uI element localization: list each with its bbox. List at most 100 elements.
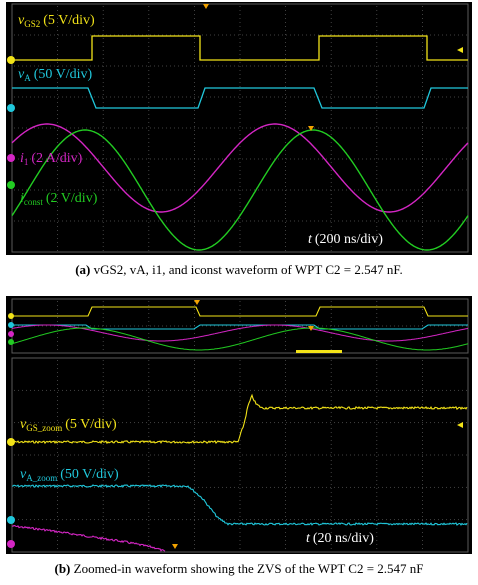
grid-dot <box>90 127 91 129</box>
grid-dot <box>285 166 286 167</box>
grid-dot <box>194 368 195 369</box>
grid-dot <box>190 189 191 191</box>
grid-dot <box>394 325 395 327</box>
grid-dot <box>326 34 327 36</box>
grid-dot <box>314 189 315 191</box>
grid-dot <box>234 486 235 488</box>
grid-dot <box>362 519 363 521</box>
grid-dot <box>194 456 195 457</box>
grid-dot <box>376 396 378 397</box>
grid-dot <box>285 468 286 469</box>
grid-dot <box>194 364 195 365</box>
grid-dot <box>285 496 286 497</box>
grid-dot <box>239 380 241 381</box>
grid-dot <box>182 127 183 129</box>
grid-dot <box>394 189 395 191</box>
grid-dot <box>370 325 371 327</box>
grid-dot <box>118 158 119 160</box>
grid-dot <box>50 220 51 222</box>
grid-dot <box>57 309 58 310</box>
grid-dot <box>238 325 239 327</box>
grid-dot <box>148 468 150 469</box>
grid-dot <box>22 65 23 67</box>
grid-dot <box>57 150 58 151</box>
grid-dot <box>310 486 311 488</box>
grid-dot <box>330 198 332 199</box>
grid-dot <box>422 126 423 127</box>
grid-dot <box>57 66 58 67</box>
grid-dot <box>102 54 104 55</box>
grid-dot <box>210 220 211 222</box>
grid-dot <box>58 127 59 129</box>
grid-dot <box>350 96 351 98</box>
grid-dot <box>218 34 219 36</box>
grid-dot <box>239 384 241 385</box>
grid-dot <box>285 337 286 338</box>
grid-dot <box>194 388 195 389</box>
grid-dot <box>134 65 135 67</box>
grid-dot <box>274 189 275 191</box>
grid-dot <box>102 190 104 191</box>
grid-dot <box>430 325 431 327</box>
grid-dot <box>376 392 378 393</box>
grid-dot <box>285 234 286 235</box>
grid-dot <box>57 301 58 302</box>
grid-dot <box>362 158 363 160</box>
grid-dot <box>262 389 263 391</box>
grid-dot <box>239 62 241 63</box>
grid-dot <box>330 127 331 129</box>
grid-dot <box>114 486 115 488</box>
grid-dot <box>214 389 215 391</box>
grid-dot <box>190 389 191 391</box>
grid-dot <box>118 486 119 488</box>
grid-dot <box>390 486 391 488</box>
grid-dot <box>46 486 47 488</box>
grid-dot <box>206 220 207 222</box>
overview-ch3-marker <box>8 331 14 337</box>
grid-dot <box>282 220 283 222</box>
grid-dot <box>186 96 187 98</box>
grid-dot <box>202 389 203 391</box>
grid-dot <box>57 182 58 183</box>
grid-dot <box>22 454 23 456</box>
grid-dot <box>194 396 195 397</box>
grid-dot <box>130 34 131 36</box>
grid-dot <box>230 127 231 129</box>
grid-dot <box>422 142 423 143</box>
grid-dot <box>422 468 423 469</box>
grid-dot <box>194 408 195 409</box>
grid-dot <box>390 454 391 456</box>
grid-dot <box>394 422 395 424</box>
grid-dot <box>86 96 87 98</box>
grid-dot <box>239 166 241 167</box>
grid-dot <box>278 127 279 129</box>
grid-dot <box>190 158 191 160</box>
grid-dot <box>358 65 359 67</box>
grid-dot <box>70 422 71 424</box>
grid-dot <box>422 524 423 525</box>
grid-dot <box>346 65 347 67</box>
grid-dot <box>374 454 375 456</box>
grid-dot <box>394 158 395 160</box>
grid-dot <box>446 96 447 98</box>
grid-dot <box>422 321 423 322</box>
grid-dot <box>414 189 415 191</box>
grid-dot <box>194 540 195 541</box>
grid-dot <box>422 422 423 424</box>
grid-dot <box>98 519 99 521</box>
grid-dot <box>422 150 423 151</box>
grid-dot <box>239 102 241 103</box>
grid-dot <box>26 519 27 521</box>
grid-dot <box>82 220 83 222</box>
grid-dot <box>148 158 150 159</box>
grid-dot <box>330 186 332 187</box>
grid-dot <box>266 454 267 456</box>
grid-dot <box>148 496 150 497</box>
grid-dot <box>218 325 219 327</box>
grid-dot <box>376 182 378 183</box>
grid-dot <box>398 422 399 424</box>
grid-dot <box>102 42 104 43</box>
grid-dot <box>274 127 275 129</box>
grid-dot <box>422 214 423 215</box>
grid-dot <box>90 389 91 391</box>
